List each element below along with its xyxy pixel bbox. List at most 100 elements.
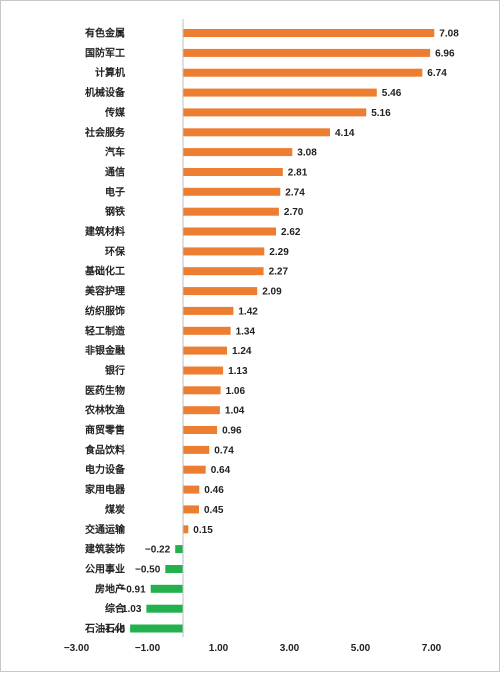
data-label: −1.03 — [116, 604, 142, 615]
data-label: 0.96 — [222, 426, 242, 437]
data-label: 2.74 — [285, 187, 305, 198]
data-label: 2.62 — [281, 227, 301, 238]
bar-21 — [183, 426, 218, 434]
category-label: 家用电器 — [85, 483, 126, 496]
category-label: 建筑装饰 — [84, 543, 125, 556]
bar-25 — [183, 505, 199, 514]
category-label: 电子 — [105, 185, 125, 198]
category-label: 公用事业 — [85, 563, 125, 576]
category-label: 汽车 — [105, 146, 125, 159]
category-label: 石油石化 — [84, 622, 125, 635]
data-label: 2.81 — [288, 168, 308, 179]
category-label: 建筑材料 — [84, 225, 125, 238]
bar-26 — [183, 525, 189, 534]
bar-7 — [183, 148, 293, 157]
category-label: 轻工制造 — [85, 324, 126, 337]
category-label: 纺织服饰 — [85, 304, 125, 317]
x-tick-label: 5.00 — [351, 643, 371, 654]
category-label: 交通运输 — [85, 523, 126, 536]
bar-8 — [183, 168, 283, 176]
data-label: 7.08 — [439, 29, 459, 40]
category-label: 非银金融 — [85, 344, 125, 357]
bar-12 — [183, 247, 265, 256]
data-label: 1.24 — [232, 346, 252, 357]
bar-15 — [183, 306, 234, 315]
bar-11 — [183, 227, 276, 236]
data-label: 2.27 — [269, 267, 289, 278]
bar-28 — [165, 565, 184, 573]
data-label: 6.74 — [427, 68, 447, 79]
category-label: 综合 — [105, 602, 126, 615]
bar-19 — [183, 386, 221, 395]
data-label: 3.08 — [297, 148, 317, 159]
category-label: 医药生物 — [85, 384, 125, 397]
data-label: 0.45 — [204, 505, 224, 516]
data-label: −0.22 — [145, 545, 171, 556]
bar-1 — [183, 29, 435, 37]
data-label: 2.09 — [262, 287, 282, 298]
bar-20 — [183, 406, 220, 415]
bar-5 — [183, 108, 367, 117]
bar-29 — [150, 584, 183, 593]
bar-4 — [183, 88, 377, 97]
data-label: 5.16 — [371, 108, 391, 119]
category-label: 通信 — [105, 166, 125, 179]
data-label: 1.42 — [238, 306, 258, 317]
bar-6 — [183, 128, 330, 137]
bar-13 — [183, 267, 264, 276]
x-tick-label: 3.00 — [280, 643, 300, 654]
bar-27 — [175, 545, 183, 554]
data-label: 6.96 — [435, 48, 455, 59]
data-label: 1.13 — [228, 366, 248, 377]
bar-9 — [183, 187, 281, 196]
bar-10 — [183, 207, 279, 216]
bar-14 — [183, 287, 258, 296]
category-label: 电力设备 — [85, 463, 126, 476]
bar-17 — [183, 346, 227, 355]
bar-23 — [183, 465, 206, 474]
data-label: 0.46 — [204, 485, 224, 496]
data-label: −1.49 — [100, 624, 126, 635]
data-label: 1.06 — [226, 386, 246, 397]
category-label: 有色金属 — [85, 27, 125, 40]
category-label: 农林牧渔 — [84, 404, 125, 417]
data-label: 0.74 — [214, 445, 234, 456]
x-tick-label: 1.00 — [209, 643, 229, 654]
category-label: 计算机 — [95, 66, 125, 79]
bar-31 — [130, 624, 183, 633]
data-label: 4.14 — [335, 128, 355, 139]
data-label: −0.91 — [120, 584, 146, 595]
bar-24 — [183, 485, 200, 494]
bar-18 — [183, 366, 224, 375]
data-label: 1.04 — [225, 406, 245, 417]
category-label: 环保 — [105, 245, 126, 258]
category-label: 传媒 — [104, 106, 126, 119]
data-label: 2.70 — [284, 207, 304, 218]
category-label: 美容护理 — [85, 285, 125, 298]
x-tick-label: −1.00 — [135, 643, 161, 654]
bar-30 — [146, 604, 183, 613]
data-label: −0.50 — [135, 565, 161, 576]
category-label: 银行 — [105, 364, 125, 377]
bar-2 — [183, 48, 431, 57]
x-tick-label: 7.00 — [422, 643, 442, 654]
category-label: 基础化工 — [84, 265, 125, 278]
data-label: 0.64 — [211, 465, 231, 476]
category-label: 机械设备 — [85, 86, 126, 99]
category-label: 食品饮料 — [84, 443, 125, 456]
bar-16 — [183, 326, 231, 335]
category-label: 社会服务 — [84, 126, 126, 139]
x-tick-label: −3.00 — [64, 643, 90, 654]
data-label: 1.34 — [236, 326, 256, 337]
data-label: 2.29 — [269, 247, 289, 258]
category-label: 钢铁 — [105, 205, 125, 218]
category-label: 国防军工 — [85, 46, 125, 59]
category-label: 商贸零售 — [85, 424, 125, 437]
data-label: 0.15 — [193, 525, 213, 536]
bar-22 — [183, 445, 210, 454]
data-label: 5.46 — [382, 88, 402, 99]
category-label: 房地产 — [95, 582, 125, 595]
category-label: 煤炭 — [105, 503, 125, 516]
